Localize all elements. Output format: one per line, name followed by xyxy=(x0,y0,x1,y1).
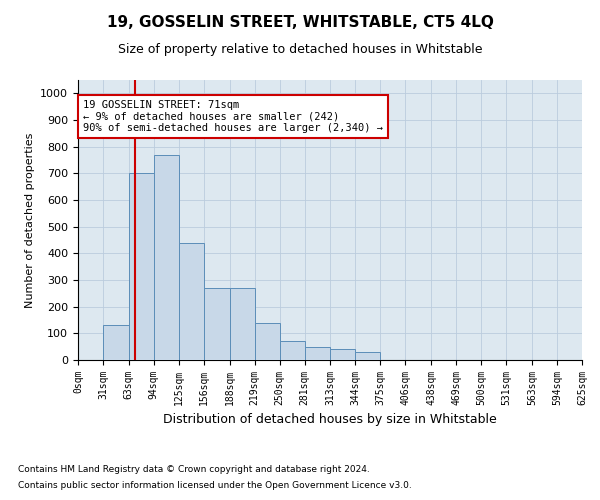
Text: Contains public sector information licensed under the Open Government Licence v3: Contains public sector information licen… xyxy=(18,480,412,490)
Bar xyxy=(129,174,154,360)
Text: Size of property relative to detached houses in Whitstable: Size of property relative to detached ho… xyxy=(118,42,482,56)
Bar xyxy=(355,352,380,360)
Bar xyxy=(305,346,331,360)
Bar xyxy=(280,342,305,360)
Bar xyxy=(254,322,280,360)
Text: 19, GOSSELIN STREET, WHITSTABLE, CT5 4LQ: 19, GOSSELIN STREET, WHITSTABLE, CT5 4LQ xyxy=(107,15,493,30)
Bar xyxy=(230,288,254,360)
Bar xyxy=(103,326,129,360)
Bar xyxy=(204,288,230,360)
Text: Contains HM Land Registry data © Crown copyright and database right 2024.: Contains HM Land Registry data © Crown c… xyxy=(18,466,370,474)
Bar xyxy=(331,350,355,360)
Bar xyxy=(154,154,179,360)
X-axis label: Distribution of detached houses by size in Whitstable: Distribution of detached houses by size … xyxy=(163,414,497,426)
Text: 19 GOSSELIN STREET: 71sqm
← 9% of detached houses are smaller (242)
90% of semi-: 19 GOSSELIN STREET: 71sqm ← 9% of detach… xyxy=(83,100,383,133)
Bar xyxy=(179,242,204,360)
Y-axis label: Number of detached properties: Number of detached properties xyxy=(25,132,35,308)
